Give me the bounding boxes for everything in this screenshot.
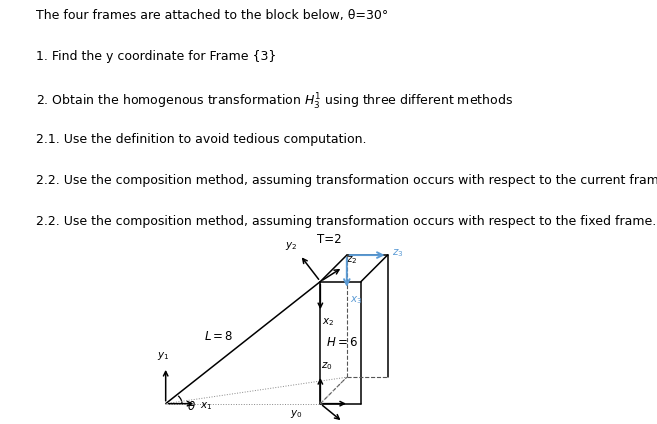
Text: $x_1$: $x_1$	[200, 400, 213, 412]
Text: 2.2. Use the composition method, assuming transformation occurs with respect to : 2.2. Use the composition method, assumin…	[36, 174, 657, 187]
Text: 2.2. Use the composition method, assuming transformation occurs with respect to : 2.2. Use the composition method, assumin…	[36, 215, 656, 228]
Text: $z_2$: $z_2$	[346, 254, 357, 266]
Text: T=2: T=2	[317, 233, 342, 246]
Text: $y_2$: $y_2$	[284, 240, 297, 252]
Text: 2. Obtain the homogenous transformation $H_3^1$ using three different methods: 2. Obtain the homogenous transformation …	[36, 92, 513, 112]
Text: $L=8$: $L=8$	[204, 330, 233, 343]
Text: 2.1. Use the definition to avoid tedious computation.: 2.1. Use the definition to avoid tedious…	[36, 133, 367, 146]
Text: The four frames are attached to the block below, θ=30°: The four frames are attached to the bloc…	[36, 9, 388, 22]
Text: $z_3$: $z_3$	[392, 247, 403, 259]
Text: $\theta$: $\theta$	[187, 400, 196, 413]
Text: $x_3$: $x_3$	[350, 294, 363, 306]
Text: $z_0$: $z_0$	[321, 360, 332, 372]
Text: $x_2$: $x_2$	[323, 316, 334, 328]
Text: 1. Find the y coordinate for Frame {3}: 1. Find the y coordinate for Frame {3}	[36, 50, 277, 63]
Text: $y_0$: $y_0$	[290, 408, 302, 420]
Text: $y_1$: $y_1$	[158, 350, 170, 362]
Text: $H=6$: $H=6$	[327, 336, 359, 349]
